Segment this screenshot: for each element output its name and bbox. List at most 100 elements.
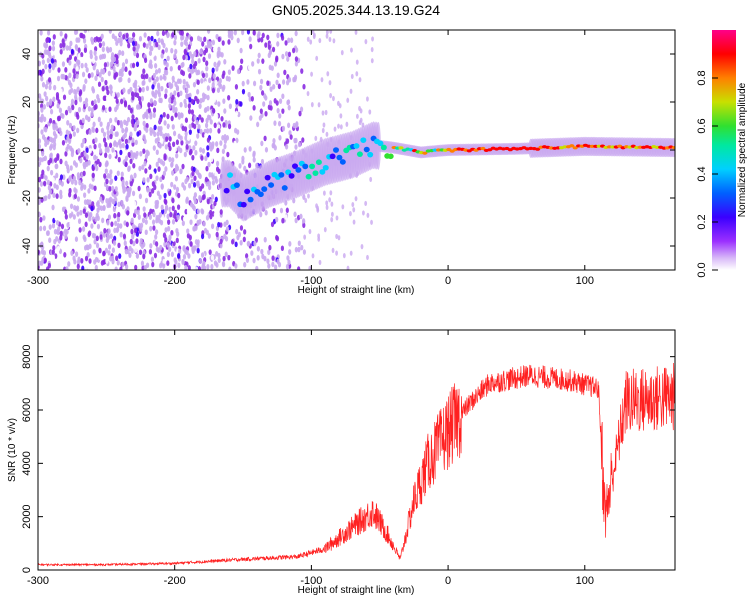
spectrogram-speckle [295, 121, 299, 127]
spectrogram-speckle [118, 253, 122, 259]
spectrogram-speckle [139, 150, 143, 157]
spectrogram-speckle [132, 200, 137, 207]
spectrogram-speckle [100, 91, 104, 97]
spectrogram-speckle [153, 55, 157, 61]
ridge-point [322, 164, 329, 171]
spectrogram-speckle [265, 101, 269, 107]
spectrogram-speckle [103, 221, 107, 228]
spectrogram-speckle [155, 203, 159, 209]
spectrogram-speckle [166, 32, 170, 38]
spectrogram-speckle [77, 148, 81, 154]
spectrogram-speckle [125, 221, 129, 228]
spectrogram-speckle [190, 98, 194, 105]
spectrogram-speckle [170, 162, 174, 168]
snr-marks [38, 363, 675, 567]
spectrogram-speckle [234, 110, 239, 117]
spectrogram-speckle [245, 253, 249, 259]
spectrogram-speckle [151, 219, 156, 225]
spectrogram-speckle [60, 223, 65, 230]
spectrogram-speckle [102, 131, 107, 138]
spectrogram-speckle [210, 223, 215, 230]
spectrogram-speckle [156, 136, 160, 143]
spectrogram-speckle [102, 53, 107, 60]
spectrogram-speckle [311, 30, 315, 34]
spectrogram-speckle [217, 124, 221, 130]
spectrogram-speckle [93, 233, 97, 239]
spectrogram-speckle [200, 155, 204, 161]
spectrogram-speckle [53, 61, 57, 68]
spectrogram-speckle [189, 201, 194, 208]
spectrogram-speckle [101, 85, 105, 92]
spectrogram-speckle [281, 93, 285, 100]
spectrogram-speckle [223, 233, 227, 240]
spectrogram-speckle [168, 156, 172, 163]
spectrogram-speckle [68, 191, 72, 198]
ridge-point [247, 196, 254, 203]
spectrogram-speckle [243, 147, 247, 153]
spectrogram-speckle [104, 152, 108, 159]
spectrogram-speckle [258, 115, 262, 121]
spectrogram-speckle [164, 47, 169, 53]
spectrogram-speckle [328, 36, 332, 43]
spectrogram-speckle [272, 207, 276, 214]
spectrogram-speckle [180, 69, 184, 75]
spectrogram-speckle [69, 40, 73, 47]
spectrogram-speckle [366, 254, 369, 261]
spectrogram-speckle [121, 203, 126, 210]
spectrogram-speckle [107, 70, 111, 77]
ridge-point [227, 172, 234, 178]
spectrogram-speckle [157, 44, 161, 51]
spectrogram-speckle [138, 165, 142, 172]
spectrogram-speckle [59, 158, 63, 165]
spectrogram-speckle [166, 113, 170, 120]
spectrogram-speckle [163, 120, 167, 126]
spectrogram-speckle [82, 86, 86, 92]
spectrogram-speckle [299, 213, 303, 220]
spectrogram-speckle [277, 83, 281, 90]
spectrogram-speckle [57, 225, 61, 232]
spectrogram-speckle [98, 42, 102, 48]
spectrogram-speckle [87, 188, 91, 194]
spectrogram-speckle [235, 99, 239, 105]
spectrogram-speckle [144, 229, 148, 236]
spectrogram-speckle [293, 74, 298, 81]
spectrogram-speckle [280, 35, 285, 41]
spectrogram-speckle [295, 47, 299, 53]
spectrogram-speckle [302, 218, 306, 224]
spectrogram-speckle [42, 104, 46, 110]
spectrogram-speckle [355, 113, 359, 119]
ridge-point [319, 169, 326, 175]
spectrogram-speckle [177, 262, 181, 269]
spectrogram-speckle [41, 150, 45, 157]
ridge-point [264, 174, 271, 181]
spectrogram-speckle [155, 229, 159, 235]
spectrogram-speckle [129, 180, 133, 187]
spectrogram-speckle [207, 30, 211, 34]
y-tick-label: 6000 [21, 398, 33, 422]
spectrogram-speckle [228, 103, 232, 110]
spectrogram-speckle [65, 266, 69, 270]
spectrogram-speckle [84, 62, 88, 69]
spectrogram-speckle [208, 127, 213, 134]
spectrogram-speckle [221, 40, 225, 46]
spectrogram-speckle [109, 88, 113, 95]
spectrogram-speckle [43, 180, 47, 187]
spectrogram-speckle [349, 88, 353, 94]
spectrogram-speckle [350, 73, 354, 80]
spectrogram-speckle [135, 92, 140, 99]
spectrogram-speckle [81, 71, 86, 78]
spectrogram-speckle [328, 80, 332, 86]
spectrogram-speckle [326, 71, 330, 77]
spectrogram-speckle [52, 96, 56, 103]
ridge-point [315, 159, 322, 166]
spectrogram-speckle [174, 106, 178, 113]
spectrogram-speckle [209, 119, 213, 125]
spectrogram-speckle [64, 109, 69, 116]
spectrogram-speckle [182, 54, 186, 61]
spectrogram-speckle [238, 163, 242, 169]
spectrogram-speckle [151, 261, 155, 268]
spectrogram-speckle [333, 126, 337, 132]
spectrogram-speckle [79, 209, 83, 216]
spectrogram-speckle [252, 30, 256, 36]
spectrogram-speckle [124, 248, 128, 255]
